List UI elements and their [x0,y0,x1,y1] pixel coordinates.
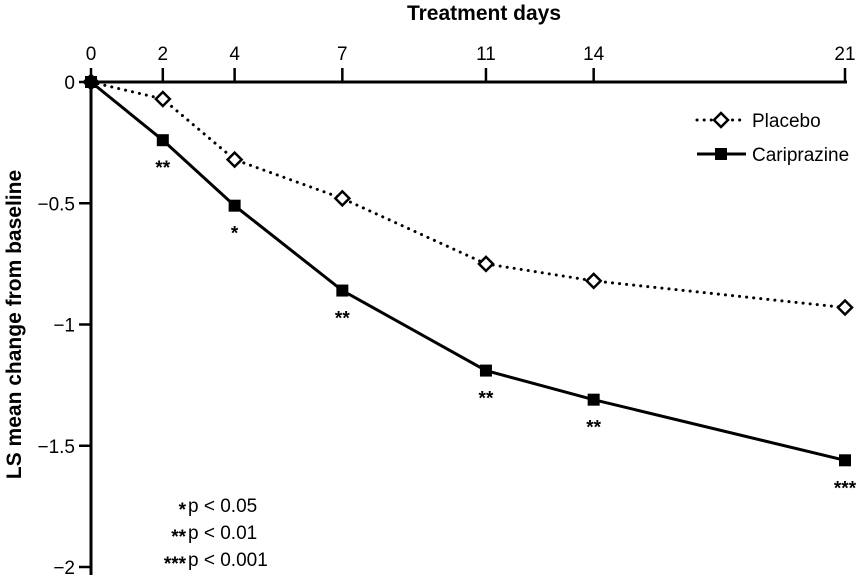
significance-marker: *** [834,478,857,499]
data-point-cariprazine [587,393,600,406]
x-tick-label: 2 [158,44,169,65]
data-point-cariprazine [336,284,349,297]
x-tick-label: 0 [86,44,97,65]
legend-marker-square [715,148,727,160]
x-tick-label: 21 [834,44,855,65]
data-point-cariprazine [85,76,97,88]
data-point-placebo [154,90,172,108]
y-tick-label: −1 [53,316,75,337]
labels-layer: 0 2 4 7 11 14 21 0 −0.5 −1 −1.5 −2 Treatment days LS … [3,2,857,579]
significance-marker: ** [155,158,170,179]
x-axis-title: Treatment days [407,2,561,25]
significance-key: * p < 0.05** p < 0.01*** p < 0.001 [164,496,268,575]
y-axis-title: LS mean change from baseline [3,170,26,479]
legend-label: Placebo [752,111,821,132]
legend-item-placebo: Placebo [695,111,821,132]
legend-item-cariprazine: Cariprazine [697,145,849,166]
x-tick-label: 4 [229,44,240,65]
significance-key-text: p < 0.01 [188,523,257,544]
significance-marker: ** [479,389,494,410]
significance-key-stars: * [179,500,187,521]
legend-marker-diamond [712,111,730,129]
legend-label: Cariprazine [752,145,849,166]
data-point-cariprazine [479,364,492,377]
series-placebo [82,73,854,317]
legend: Placebo Cariprazine [695,111,849,166]
x-tick-label: 14 [583,44,605,65]
significance-key-text: p < 0.05 [188,496,257,517]
data-point-placebo [225,150,244,169]
x-tick-label: 11 [476,44,496,65]
y-tick-label: 0 [64,73,75,94]
significance-marker: * [231,224,239,245]
data-point-placebo [477,255,495,273]
y-tick-label: −0.5 [37,194,75,215]
data-point-cariprazine [839,454,851,467]
data-point-placebo [836,298,854,317]
significance-marker: ** [586,418,601,439]
series-line-placebo [89,80,847,310]
significance-marker: ** [335,309,350,330]
series-line-cariprazine [90,80,846,462]
y-tick-label: −2 [53,558,75,576]
significance-key-stars: *** [164,554,187,575]
data-point-placebo [584,272,603,290]
data-point-placebo [333,189,352,208]
data-point-cariprazine [156,134,169,147]
y-tick-label: −1.5 [37,437,75,458]
data-point-cariprazine [228,199,241,212]
axes [79,68,847,575]
significance-key-text: p < 0.001 [188,550,268,571]
x-tick-label: 7 [337,44,348,65]
series-cariprazine [85,76,851,467]
significance-key-stars: ** [171,527,186,548]
series-layer [82,73,854,467]
